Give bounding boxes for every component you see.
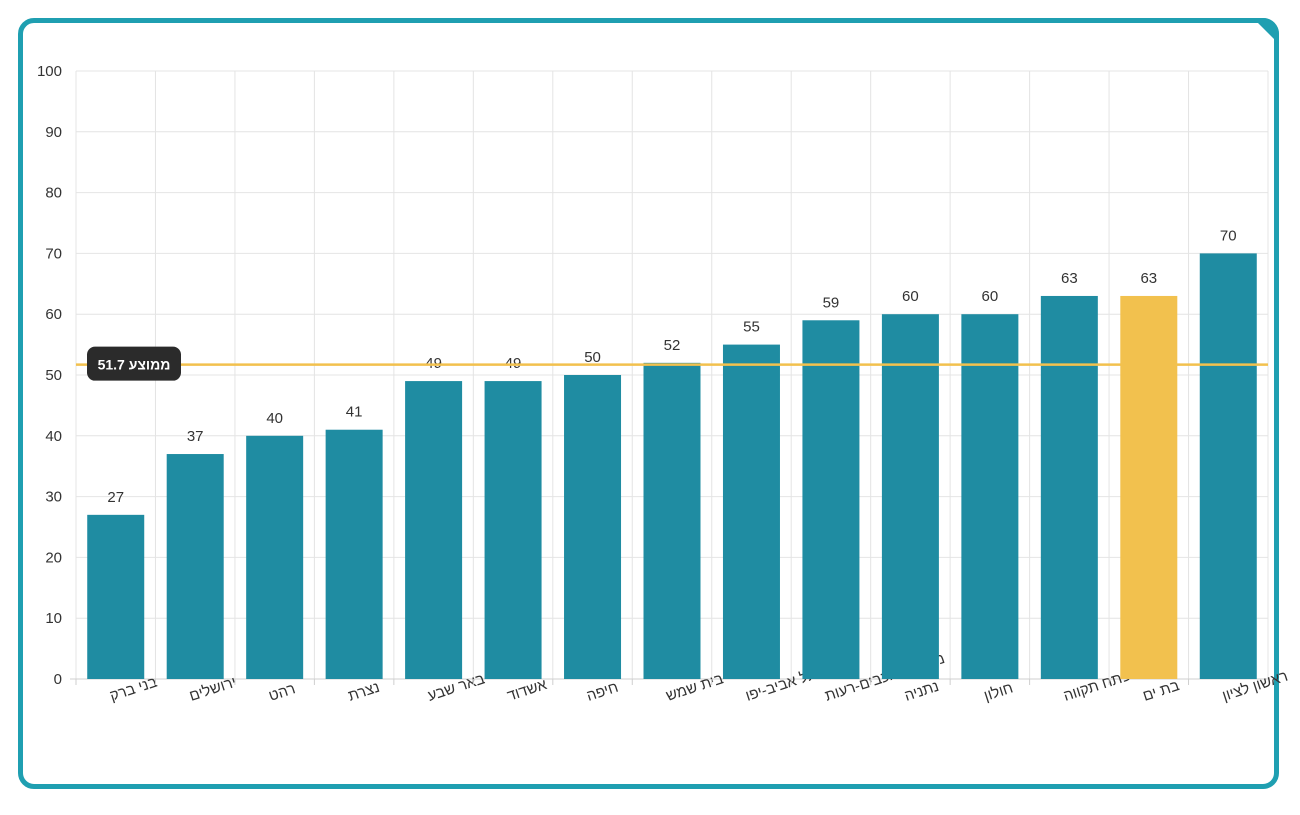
bar <box>643 362 701 679</box>
x-category-label: אשדוד <box>505 676 549 705</box>
bar-value-label: 40 <box>266 410 283 427</box>
bar <box>87 514 145 679</box>
bar-value-label: 52 <box>664 337 681 354</box>
bar <box>166 454 224 679</box>
y-tick-label: 80 <box>45 185 62 202</box>
y-tick-label: 0 <box>54 671 62 688</box>
x-category-label: חולון <box>982 680 1015 705</box>
y-tick-label: 20 <box>45 549 62 566</box>
y-tick-label: 40 <box>45 428 62 445</box>
bar-value-label: 50 <box>584 349 601 366</box>
bar <box>802 320 860 679</box>
bar <box>1199 253 1257 679</box>
bar-value-label: 63 <box>1140 270 1157 287</box>
average-label-badge <box>87 346 181 381</box>
bar-value-label: 60 <box>902 288 919 305</box>
y-tick-label: 10 <box>45 610 62 627</box>
bar-value-label: 63 <box>1061 270 1078 287</box>
y-tick-label: 30 <box>45 489 62 506</box>
bar <box>484 381 542 679</box>
bar <box>961 314 1019 679</box>
y-tick-label: 100 <box>37 63 62 80</box>
bar <box>1120 295 1178 679</box>
bar-value-label: 59 <box>823 294 840 311</box>
x-category-label: נתניה <box>902 678 941 705</box>
average-label-text: ממוצע 51.7 <box>98 357 171 373</box>
x-category-label: בת ים <box>1141 677 1182 705</box>
bar <box>246 435 304 679</box>
y-tick-label: 60 <box>45 306 62 323</box>
y-tick-label: 90 <box>45 124 62 141</box>
bar <box>881 314 939 679</box>
bar <box>405 381 463 679</box>
x-category-label: רהט <box>267 680 298 704</box>
bar-value-label: 41 <box>346 404 363 421</box>
x-category-label: נצרת <box>346 679 382 705</box>
bar <box>1040 295 1098 679</box>
bar <box>564 375 622 679</box>
bar-value-label: 70 <box>1220 227 1237 244</box>
bar <box>325 429 383 679</box>
bar <box>722 344 780 679</box>
bar-value-label: 55 <box>743 319 760 336</box>
bar-value-label: 60 <box>982 288 999 305</box>
x-category-label: חיפה <box>585 679 621 705</box>
bar-value-label: 27 <box>107 489 124 506</box>
y-tick-label: 50 <box>45 367 62 384</box>
y-tick-label: 70 <box>45 245 62 262</box>
bar-value-label: 37 <box>187 428 204 445</box>
